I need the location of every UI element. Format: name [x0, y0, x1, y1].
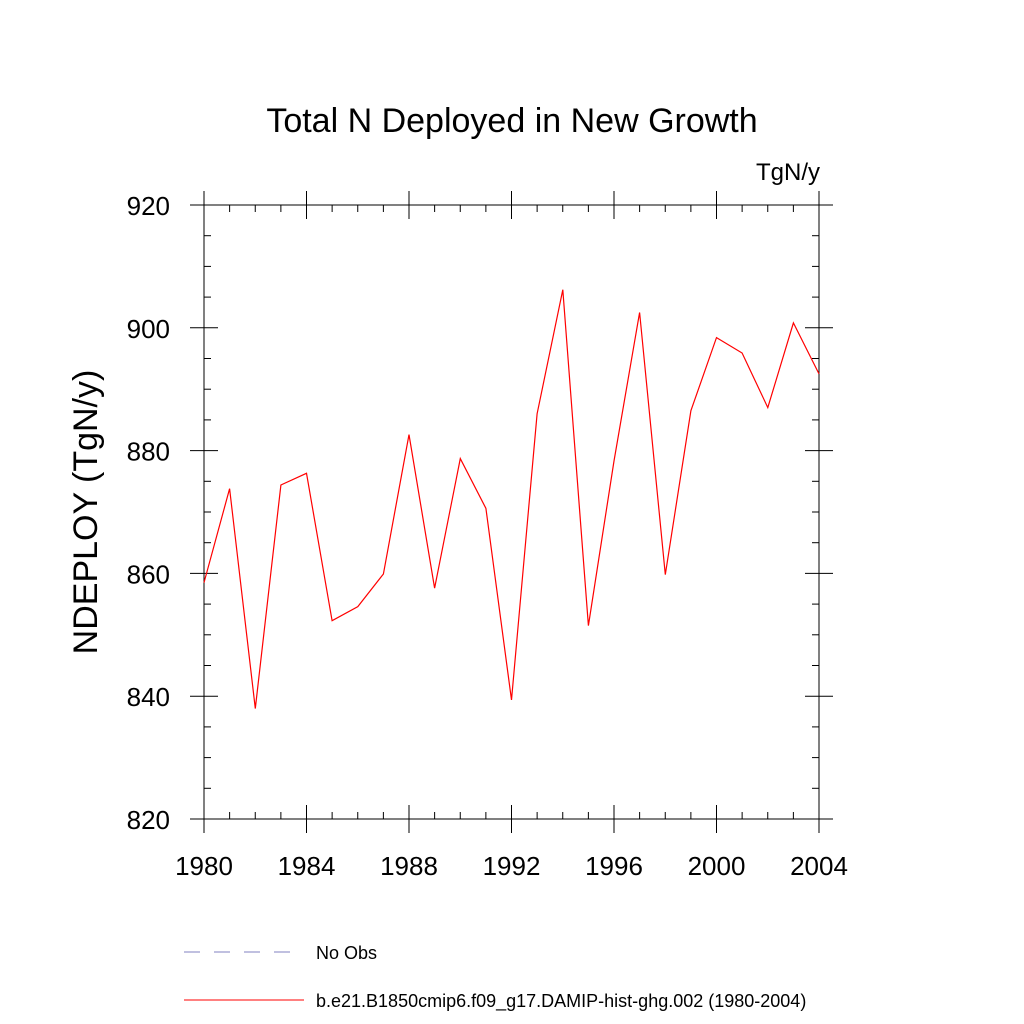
plot-frame: [203, 204, 820, 820]
y-tick-label: 880: [127, 437, 170, 467]
legend-label: b.e21.B1850cmip6.f09_g17.DAMIP-hist-ghg.…: [316, 991, 806, 1012]
legend: No Obs b.e21.B1850cmip6.f09_g17.DAMIP-his…: [184, 943, 806, 1012]
y-tick-label: 820: [127, 805, 170, 835]
legend-label: No Obs: [316, 943, 377, 963]
x-tick-label: 1984: [278, 851, 336, 881]
y-tick-label: 860: [127, 559, 170, 589]
x-tick-label: 2004: [790, 851, 848, 881]
x-tick-label: 1996: [585, 851, 643, 881]
units-label: TgN/y: [756, 159, 820, 186]
x-tick-label: 1988: [380, 851, 438, 881]
x-tick-label: 1980: [175, 851, 233, 881]
chart-title: Total N Deployed in New Growth: [266, 102, 757, 140]
series-line: [203, 289, 820, 709]
x-tick-label: 2000: [688, 851, 746, 881]
y-axis-label: NDEPLOY (TgN/y): [67, 370, 105, 655]
x-tick-label: 1992: [483, 851, 541, 881]
y-tick-label: 840: [127, 682, 170, 712]
axis-ticks: 820 840 860 880 900 920 1980 1984 1988 1992 1996 20…: [127, 191, 848, 881]
series-layer: [203, 289, 820, 709]
y-tick-label: 900: [127, 314, 170, 344]
y-tick-label: 920: [127, 191, 170, 221]
